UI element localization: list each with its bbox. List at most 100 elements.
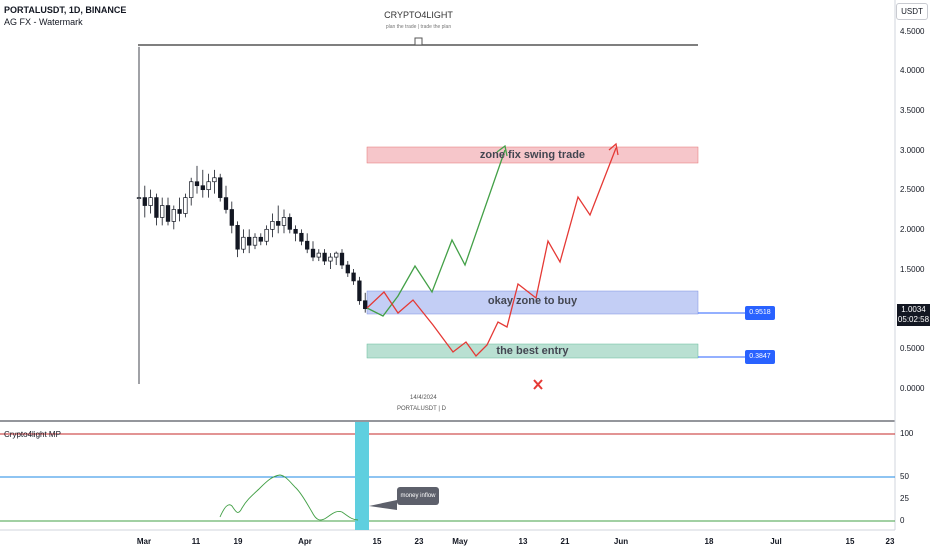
candle[interactable]: [165, 197, 171, 226]
candle-body: [293, 228, 298, 234]
candle-body: [223, 197, 229, 210]
candle-body: [363, 300, 368, 310]
highlight-bar[interactable]: [355, 422, 369, 530]
candle-body: [165, 205, 171, 222]
candle[interactable]: [229, 201, 234, 234]
candle[interactable]: [223, 185, 229, 214]
candle[interactable]: [299, 229, 304, 246]
current-price-label[interactable]: 1.0034 05:02:58: [897, 304, 930, 326]
candle[interactable]: [345, 261, 350, 277]
indicator-title[interactable]: AG FX - Watermark: [4, 17, 83, 27]
green-projection-path[interactable]: [366, 149, 506, 317]
candle[interactable]: [154, 193, 159, 226]
y-tick-label: 2.5000: [900, 185, 925, 194]
candle[interactable]: [194, 165, 200, 194]
candle-body: [247, 236, 252, 246]
x-tick-label: May: [452, 537, 468, 546]
candle[interactable]: [270, 213, 275, 238]
candle-body: [287, 217, 292, 230]
osc-tick-label: 100: [900, 429, 914, 438]
x-tick-label: 23: [414, 537, 424, 546]
candle[interactable]: [160, 197, 165, 226]
watermark-subtitle: plan the trade | trade the plan: [385, 24, 452, 30]
candle[interactable]: [212, 169, 217, 194]
candle-body: [183, 197, 188, 214]
candle[interactable]: [264, 225, 269, 246]
candle[interactable]: [351, 269, 356, 285]
candle-body: [264, 228, 269, 242]
candle[interactable]: [310, 241, 316, 262]
candle[interactable]: [276, 205, 281, 234]
x-tick-label: Jul: [770, 537, 782, 546]
candle-body: [148, 197, 153, 206]
candle-body: [334, 252, 339, 258]
candle[interactable]: [363, 292, 368, 313]
candle[interactable]: [218, 173, 223, 202]
zone-mid-label: okay zone to buy: [487, 295, 578, 307]
candle[interactable]: [305, 233, 310, 254]
candle[interactable]: [136, 46, 142, 385]
currency-button[interactable]: USDT: [896, 3, 928, 20]
candle[interactable]: [322, 249, 327, 266]
green-arrow-head: [496, 144, 508, 157]
level-badge-mid[interactable]: 0.9518: [745, 306, 775, 320]
candle-body: [276, 221, 281, 226]
x-tick-label: Apr: [298, 537, 312, 546]
candle[interactable]: [200, 169, 205, 198]
candle[interactable]: [252, 233, 258, 250]
y-tick-label: 4.5000: [900, 27, 925, 36]
candle[interactable]: [247, 229, 252, 254]
oscillator-name[interactable]: Crypto4light MP: [4, 430, 61, 439]
candle-body: [194, 181, 200, 187]
osc-tick-label: 0: [900, 516, 905, 525]
level-badge-low[interactable]: 0.3847: [745, 350, 775, 364]
candle-body: [316, 252, 321, 258]
x-tick-label: 13: [518, 537, 528, 546]
symbol-title[interactable]: PORTALUSDT, 1D, BINANCE: [4, 5, 127, 15]
candle[interactable]: [293, 225, 298, 242]
candle-body: [270, 221, 275, 230]
candle-body: [357, 280, 362, 302]
candle[interactable]: [241, 229, 246, 254]
x-tick-label: 23: [885, 537, 895, 546]
candle[interactable]: [357, 276, 362, 305]
candle-body: [212, 177, 217, 183]
oscillator-line[interactable]: [219, 474, 359, 521]
candle[interactable]: [183, 193, 188, 218]
y-tick-label: 3.0000: [900, 146, 925, 155]
candle[interactable]: [339, 249, 345, 269]
candle-body: [281, 217, 287, 226]
checkbox-icon[interactable]: [414, 37, 423, 46]
candle-body: [351, 272, 356, 282]
candle[interactable]: [177, 197, 182, 222]
candle-body: [177, 209, 182, 214]
candles-group[interactable]: [136, 46, 368, 385]
zone-top-label: zone fix swing trade: [479, 149, 586, 161]
x-tick-label: 15: [372, 537, 382, 546]
x-tick-label: 11: [191, 537, 201, 546]
candle[interactable]: [287, 213, 292, 234]
candle-body: [322, 252, 327, 262]
candle[interactable]: [328, 253, 333, 269]
candle[interactable]: [189, 177, 194, 206]
candle[interactable]: [142, 185, 147, 218]
money-inflow-callout[interactable]: money inflow: [397, 487, 439, 505]
watermark-title: CRYPTO4LIGHT: [384, 10, 453, 20]
candle[interactable]: [316, 249, 321, 262]
candle-body: [154, 197, 159, 218]
candle[interactable]: [235, 221, 240, 258]
symbol-caption: PORTALUSDT | D: [397, 406, 446, 412]
candle-body: [229, 209, 234, 226]
candle-body: [218, 177, 223, 198]
x-marker-icon[interactable]: [533, 379, 543, 390]
candle[interactable]: [206, 173, 211, 198]
candle[interactable]: [171, 205, 176, 230]
candle[interactable]: [148, 189, 153, 214]
candle[interactable]: [258, 233, 263, 246]
candle[interactable]: [281, 209, 287, 234]
red-projection-path[interactable]: [366, 147, 617, 358]
current-price: 1.0034: [901, 305, 926, 314]
candle-body: [160, 205, 165, 218]
candle[interactable]: [334, 251, 339, 266]
